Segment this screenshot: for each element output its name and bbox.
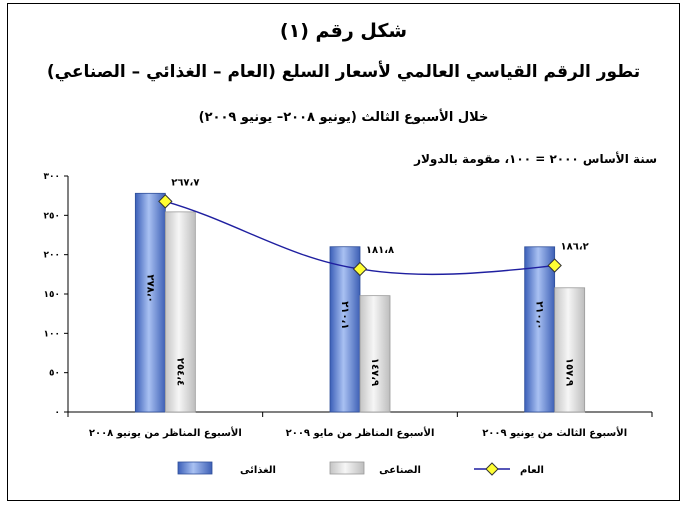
line-layer <box>158 194 562 277</box>
line-data-label: ١٨٦،٢ <box>561 242 589 253</box>
figure-label: شكل رقم (١) <box>279 20 408 42</box>
y-tick-label: ٠ <box>55 408 61 418</box>
x-tick-label: الأسبوع المناظر من مايو ٢٠٠٩ <box>286 426 435 439</box>
bar-data-label: ٢٧٨،٠ <box>144 275 155 303</box>
y-tick-label: ٢٠٠ <box>44 251 60 261</box>
labels-layer: ٢٧٨،٠ ٢٥٤،٤ ٢١٠،١ ١٤٧،٩ ٢١٠،٠ ١٥٧،٩ ٢٦٧،٧ ١٨١،٨… <box>144 177 588 386</box>
bar-industrial <box>359 295 391 413</box>
base-year-note: سنة الأساس ٢٠٠٠ = ١٠٠، مقومة بالدولار <box>414 152 657 166</box>
legend: الغذائى الصناعى العام <box>177 461 544 476</box>
line-point-marker <box>547 258 562 273</box>
figure-frame: شكل رقم (١) تطور الرقم القياسي العالمي ل… <box>7 3 680 501</box>
bars-layer <box>134 192 586 413</box>
legend-marker-general <box>485 462 499 476</box>
bar-industrial <box>554 287 586 413</box>
y-tick-label: ٥٠ <box>49 369 60 379</box>
bar-data-label: ١٥٧،٩ <box>564 358 575 386</box>
legend-label-industrial: الصناعى <box>379 465 421 476</box>
bar-industrial <box>164 211 196 413</box>
bar-data-label: ٢٥٤،٤ <box>174 358 185 386</box>
line-point-marker <box>158 194 173 209</box>
y-tick-label: ١٥٠ <box>44 290 60 300</box>
legend-swatch-industrial <box>329 461 365 475</box>
bar-food <box>524 246 556 413</box>
y-tick-label: ١٠٠ <box>44 329 60 339</box>
x-tick-label: الأسبوع الثالث من يونيو ٢٠٠٩ <box>482 426 627 439</box>
chart-title: تطور الرقم القياسي العالمي لأسعار السلع … <box>46 62 641 82</box>
chart-subtitle: خلال الأسبوع الثالث (يونيو ٢٠٠٨– يونيو ٢… <box>198 110 489 125</box>
legend-label-food: الغذائى <box>240 465 276 476</box>
legend-swatch-food <box>177 461 213 475</box>
y-tick-label: ٣٠٠ <box>44 172 60 182</box>
y-tick-label: ٢٥٠ <box>44 211 60 221</box>
axes: ٠ ٥٠ ١٠٠ ١٥٠ ٢٠٠ ٢٥٠ ٣٠٠ الأسبوع المناظر من يون… <box>44 172 653 439</box>
line-point-marker <box>352 261 368 277</box>
bar-data-label: ٢١٠،٠ <box>534 301 545 329</box>
bar-data-label: ١٤٧،٩ <box>369 358 380 386</box>
line-data-label: ١٨١،٨ <box>366 245 394 256</box>
line-data-label: ٢٦٧،٧ <box>171 177 199 188</box>
legend-label-general: العام <box>520 465 544 476</box>
x-tick-label: الأسبوع المناظر من يونيو ٢٠٠٨ <box>89 426 242 439</box>
bar-data-label: ٢١٠،١ <box>339 301 350 329</box>
